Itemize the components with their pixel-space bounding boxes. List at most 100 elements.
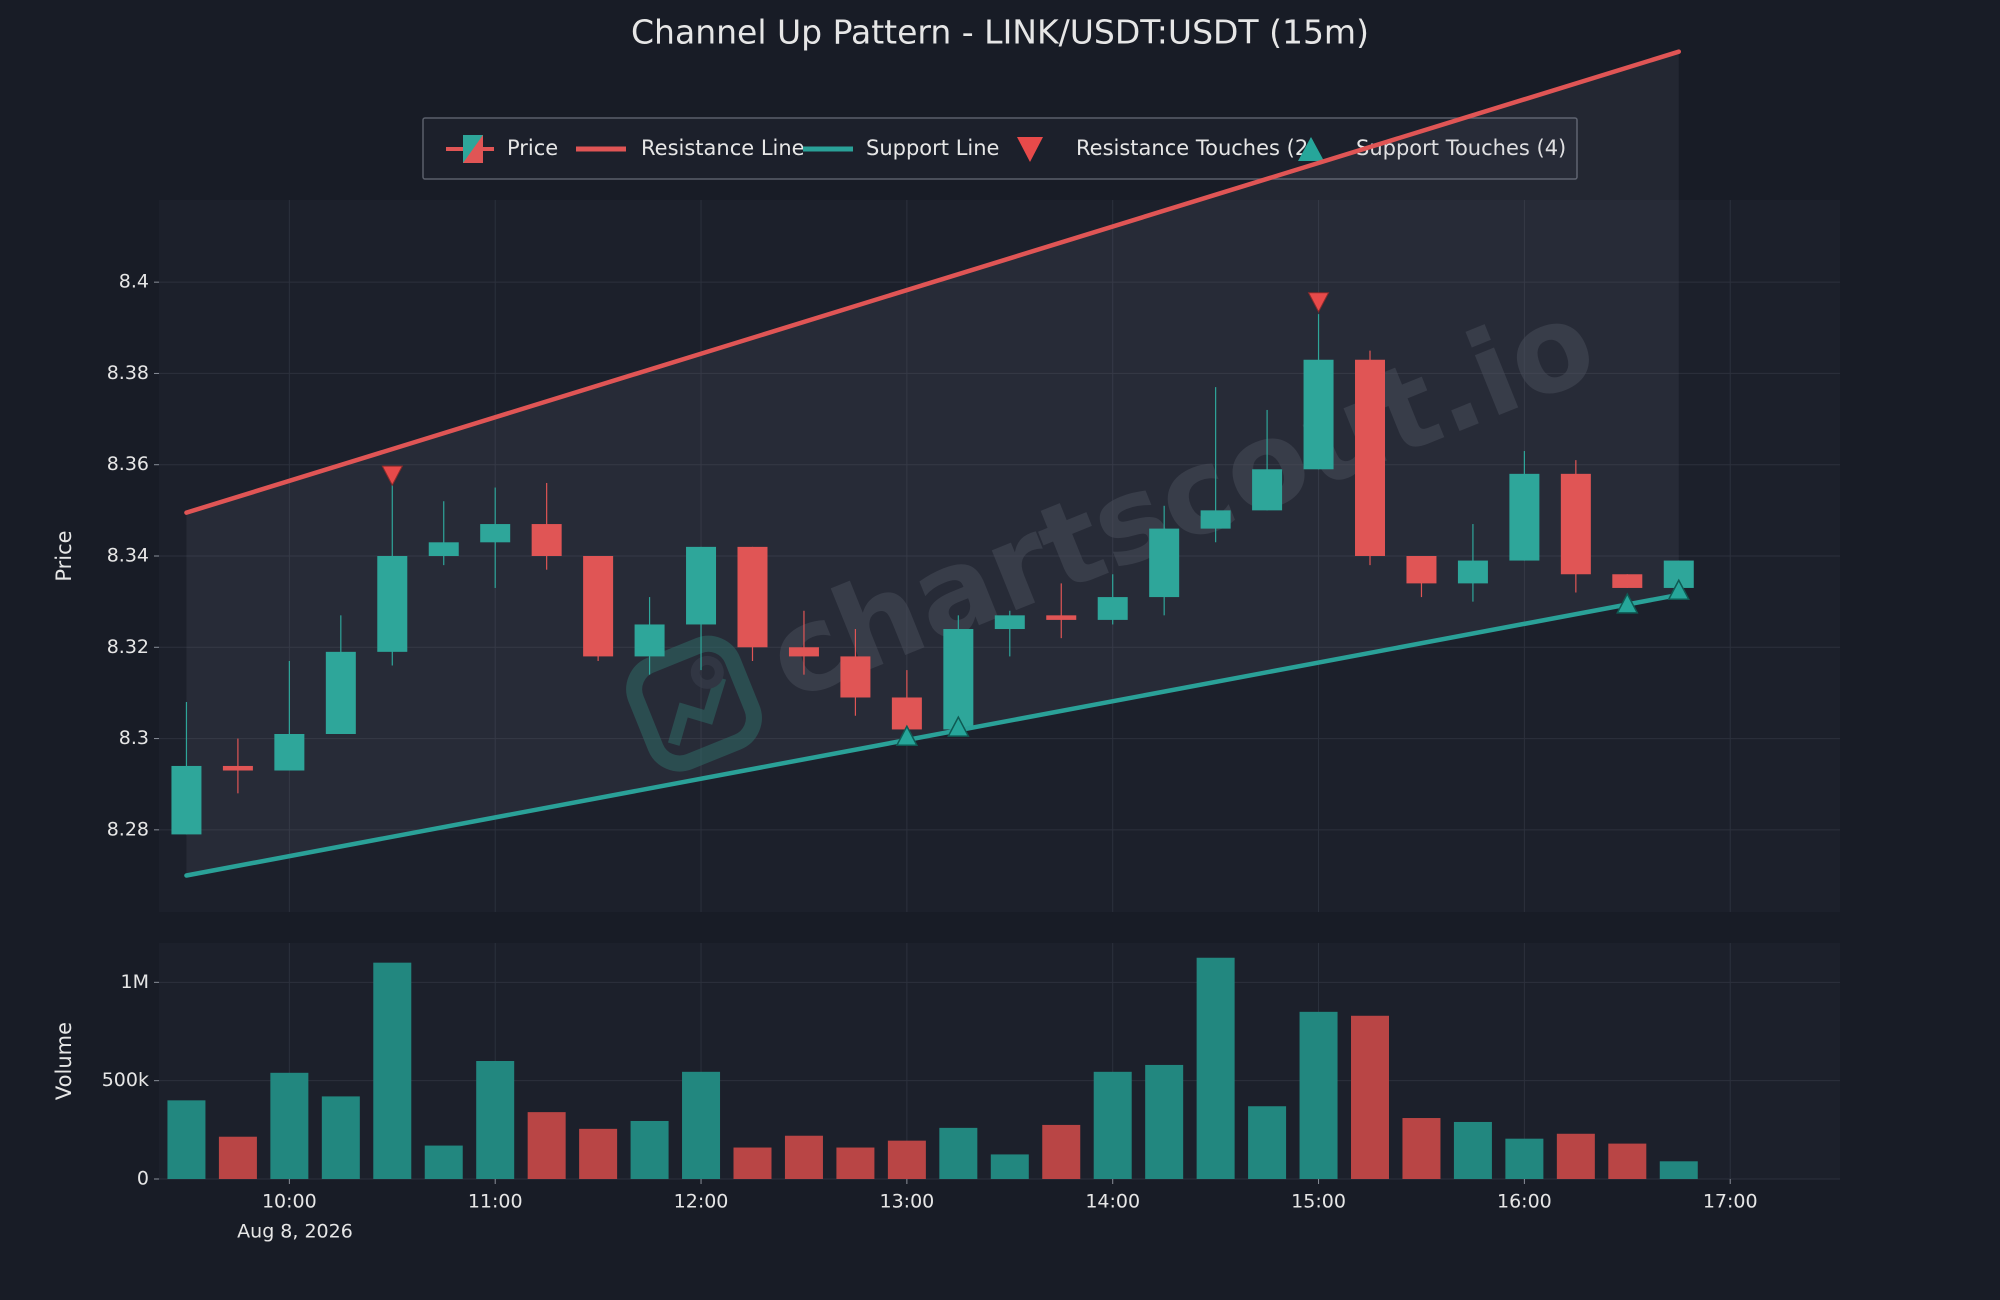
candle-body xyxy=(428,542,459,556)
support-touch-marker xyxy=(1667,578,1691,600)
legend-price-icon xyxy=(446,135,494,163)
touch-markers xyxy=(381,292,1691,747)
volume-tick-label: 500k xyxy=(102,1069,149,1091)
time-tick-label: 13:00 xyxy=(879,1191,934,1213)
candle-body xyxy=(943,629,974,730)
candle-body xyxy=(788,647,819,657)
legend-frame xyxy=(422,117,1578,180)
volume-bar xyxy=(1093,1071,1132,1179)
volume-bar xyxy=(1608,1143,1647,1179)
volume-bar xyxy=(1145,1064,1184,1179)
candle-body xyxy=(1406,556,1437,584)
x-date-label: Aug 8, 2026 xyxy=(237,1221,353,1243)
volume-bar xyxy=(1556,1133,1595,1179)
price-tick-label: 8.34 xyxy=(107,545,149,567)
candle-body xyxy=(1046,615,1077,620)
candle-body xyxy=(480,524,511,543)
legend-label-resistance-line: Resistance Line xyxy=(641,136,805,160)
candle-body xyxy=(891,697,922,730)
volume-bars xyxy=(167,957,1698,1179)
volume-bar xyxy=(218,1136,257,1179)
legend-label-support-line: Support Line xyxy=(866,136,999,160)
legend-support-touch-icon xyxy=(1298,137,1324,161)
candle-body xyxy=(634,624,665,657)
candle-body xyxy=(1509,473,1540,561)
candle-body xyxy=(1612,574,1643,588)
support-touch-marker xyxy=(1616,592,1639,614)
candle-body xyxy=(1252,469,1283,511)
volume-bar xyxy=(167,1100,206,1179)
support-touch-marker xyxy=(895,724,919,747)
volume-bar xyxy=(1351,1015,1390,1179)
volume-bar xyxy=(990,1154,1029,1179)
volume-bar xyxy=(733,1147,772,1179)
candle-body xyxy=(583,556,614,657)
legend-label-price: Price xyxy=(507,136,558,160)
time-tick-label: 14:00 xyxy=(1085,1191,1140,1213)
candle-body xyxy=(1200,510,1231,529)
trend-lines xyxy=(184,49,1682,878)
volume-tick-label: 1M xyxy=(121,971,149,993)
candle-body xyxy=(325,651,356,734)
candle-body xyxy=(1097,597,1128,620)
candle-body xyxy=(222,765,253,771)
time-tick-label: 11:00 xyxy=(468,1191,523,1213)
volume-bar xyxy=(527,1112,566,1179)
watermark-logo-icon xyxy=(626,635,762,772)
chart-title: Channel Up Pattern - LINK/USDT:USDT (15m… xyxy=(631,13,1369,52)
resistance-line xyxy=(184,49,1682,515)
candle-body xyxy=(686,546,717,625)
candle-body xyxy=(171,765,202,835)
resistance-touch-marker xyxy=(1307,292,1330,313)
legend-resistance-touch-icon xyxy=(1017,137,1043,162)
price-tick-label: 8.32 xyxy=(107,636,149,658)
volume-bar xyxy=(784,1135,823,1179)
candle-body xyxy=(1303,359,1334,470)
resistance-touch-marker xyxy=(381,465,404,487)
time-tick-label: 10:00 xyxy=(262,1191,317,1213)
volume-bar xyxy=(321,1096,360,1179)
candle-body xyxy=(994,615,1025,630)
legend: Price Resistance Line Support Line Resis… xyxy=(422,117,1578,180)
support-touch-marker xyxy=(947,715,970,737)
volume-bar xyxy=(1248,1106,1287,1179)
price-tick-label: 8.36 xyxy=(107,453,149,475)
volume-bar xyxy=(1299,1011,1338,1179)
legend-label-resistance-touches: Resistance Touches (2) xyxy=(1076,136,1316,160)
volume-bar xyxy=(1042,1124,1081,1179)
volume-bar xyxy=(1659,1161,1698,1179)
candle-body xyxy=(274,734,305,771)
volume-bar xyxy=(836,1147,875,1179)
volume-bar xyxy=(939,1127,978,1179)
volume-bar xyxy=(1453,1121,1492,1179)
volume-bar xyxy=(476,1061,515,1179)
volume-bar xyxy=(579,1128,618,1179)
volume-bar xyxy=(424,1145,463,1179)
price-tick-label: 8.4 xyxy=(119,271,149,293)
time-tick-label: 12:00 xyxy=(674,1191,729,1213)
candle-body xyxy=(1457,560,1488,584)
candle-body xyxy=(840,656,871,698)
volume-bar xyxy=(630,1120,669,1179)
price-tick-label: 8.3 xyxy=(119,727,149,749)
volume-bar xyxy=(270,1072,309,1179)
volume-bar xyxy=(682,1071,721,1179)
candle-body xyxy=(531,524,562,556)
candle-body xyxy=(377,556,408,652)
time-tick-label: 15:00 xyxy=(1291,1191,1346,1213)
price-axis-label: Price xyxy=(52,530,76,581)
volume-tick-label: 0 xyxy=(137,1168,149,1190)
channel-fill xyxy=(186,51,1679,876)
volume-axis-label: Volume xyxy=(52,1022,76,1100)
volume-bar xyxy=(887,1140,926,1179)
time-tick-label: 17:00 xyxy=(1703,1191,1758,1213)
candle-body xyxy=(1355,359,1386,556)
price-tick-label: 8.38 xyxy=(107,362,149,384)
candle-body xyxy=(737,546,768,648)
price-tick-label: 8.28 xyxy=(107,818,149,840)
volume-bar xyxy=(373,962,412,1179)
volume-bar xyxy=(1505,1138,1544,1179)
candles xyxy=(171,314,1694,835)
volume-bar xyxy=(1196,957,1235,1179)
